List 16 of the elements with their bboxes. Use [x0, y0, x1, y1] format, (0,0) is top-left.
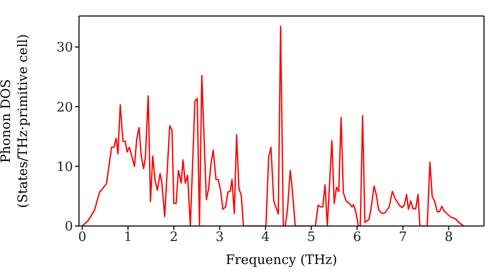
line-series [82, 25, 464, 226]
y-tick-label: 30 [56, 40, 73, 56]
x-axis-title: Frequency (THz) [226, 253, 338, 268]
x-tick-label: 3 [216, 230, 224, 246]
x-tick-label: 8 [444, 230, 453, 246]
x-tick-label: 6 [352, 230, 362, 246]
x-tick-label: 0 [78, 230, 86, 246]
y-tick-label: 0 [64, 220, 73, 235]
y-tick-label: 10 [56, 160, 73, 175]
x-tick-label: 7 [398, 230, 408, 246]
x-tick-label: 1 [124, 230, 132, 246]
x-tick-label: 2 [170, 230, 178, 246]
x-tick-label: 5 [307, 230, 316, 246]
x-tick-label: 4 [261, 230, 270, 246]
y-axis-title: Phonon DOS (States/THz·primitive cell) [0, 34, 31, 208]
y-tick-label: 20 [56, 100, 73, 116]
